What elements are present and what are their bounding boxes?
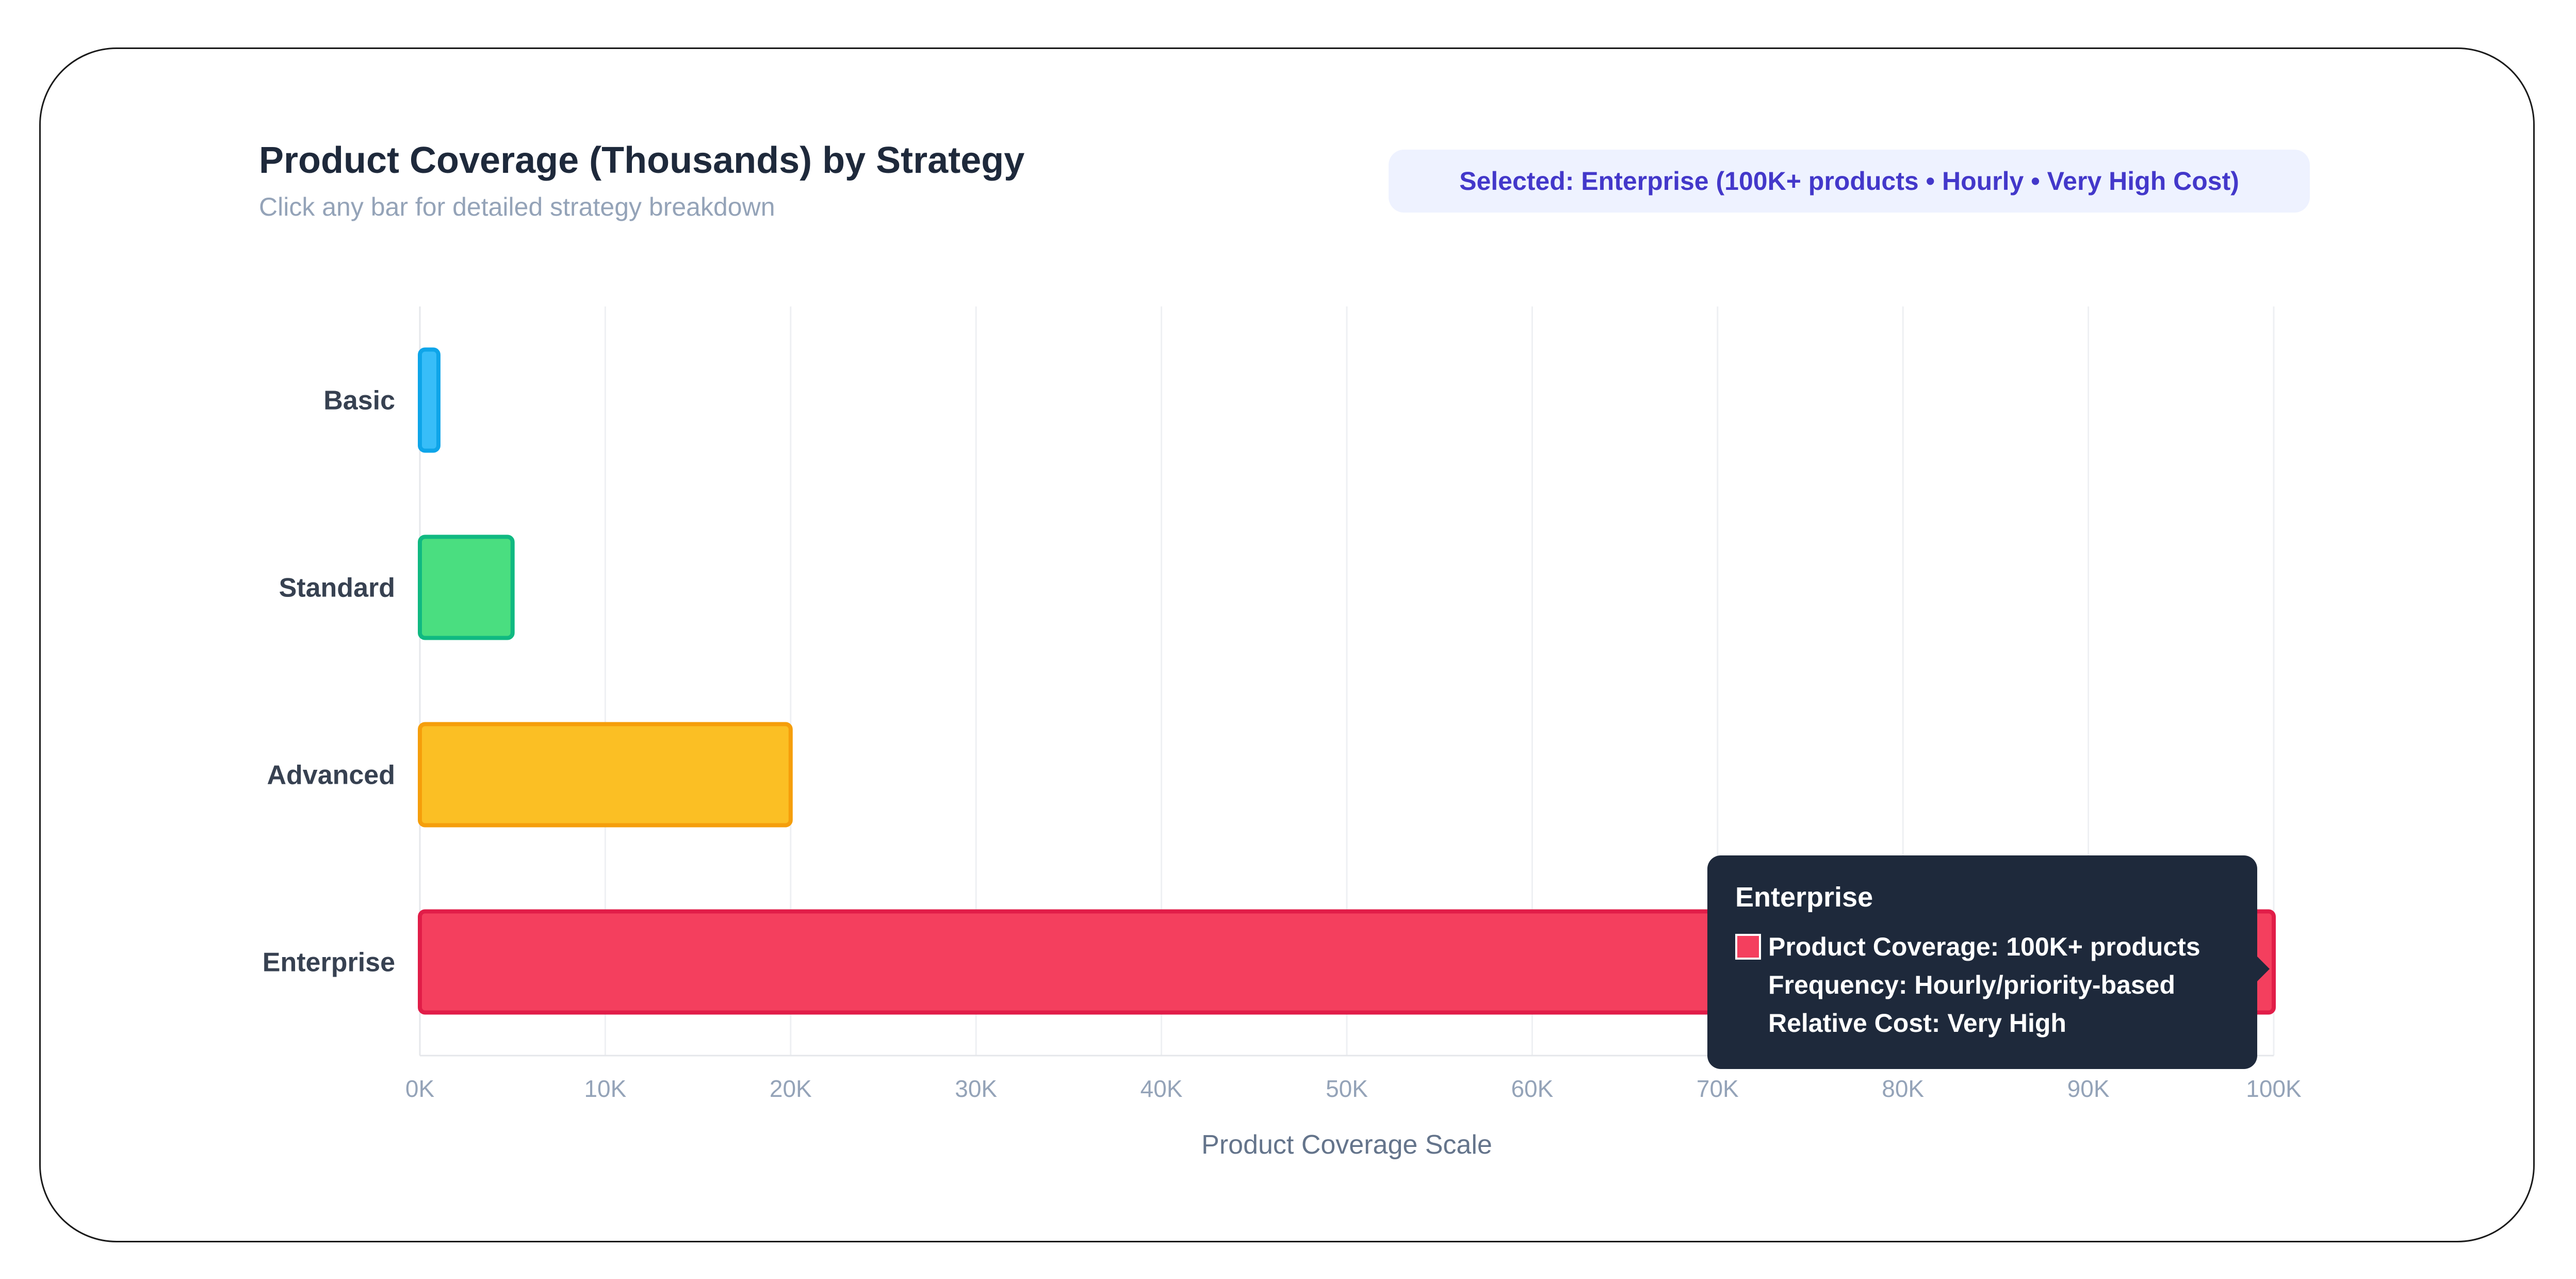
y-category-label: Standard (279, 573, 395, 603)
bar-basic (418, 347, 441, 453)
x-tick-label: 70K (1697, 1075, 1739, 1102)
x-tick-label: 20K (770, 1075, 812, 1102)
strategy-tooltip: Enterprise Product Coverage: 100K+ produ… (1707, 855, 2270, 1069)
x-tick-label: 90K (2067, 1075, 2110, 1102)
x-tick-label: 80K (1882, 1075, 1924, 1102)
bar-standard (418, 535, 515, 640)
x-tick-label: 30K (955, 1075, 997, 1102)
bar-advanced (418, 722, 793, 828)
tooltip-line-cost: Relative Cost: Very High (1768, 1009, 2066, 1038)
x-axis-label: Product Coverage Scale (1201, 1130, 1492, 1160)
selected-strategy-badge: Selected: Enterprise (100K+ products • H… (1389, 150, 2310, 213)
x-tick-label: 50K (1326, 1075, 1368, 1102)
tooltip-line-frequency: Frequency: Hourly/priority-based (1768, 970, 2176, 999)
x-tick-label: 60K (1511, 1075, 1553, 1102)
y-category-label: Advanced (267, 760, 395, 790)
y-category-label: Enterprise (263, 948, 395, 978)
chart-subtitle: Click any bar for detailed strategy brea… (259, 192, 775, 221)
x-tick-label: 100K (2246, 1075, 2302, 1102)
tooltip-title: Enterprise (1735, 882, 1873, 913)
x-tick-label: 10K (584, 1075, 626, 1102)
tooltip-color-swatch (1735, 934, 1761, 960)
y-category-label: Basic (323, 386, 395, 416)
x-tick-label: 0K (405, 1075, 435, 1102)
chart-title: Product Coverage (Thousands) by Strategy (259, 140, 1025, 181)
x-tick-label: 40K (1140, 1075, 1183, 1102)
tooltip-line-coverage: Product Coverage: 100K+ products (1735, 928, 2257, 966)
tooltip-coverage-text: Product Coverage: 100K+ products (1768, 932, 2200, 961)
